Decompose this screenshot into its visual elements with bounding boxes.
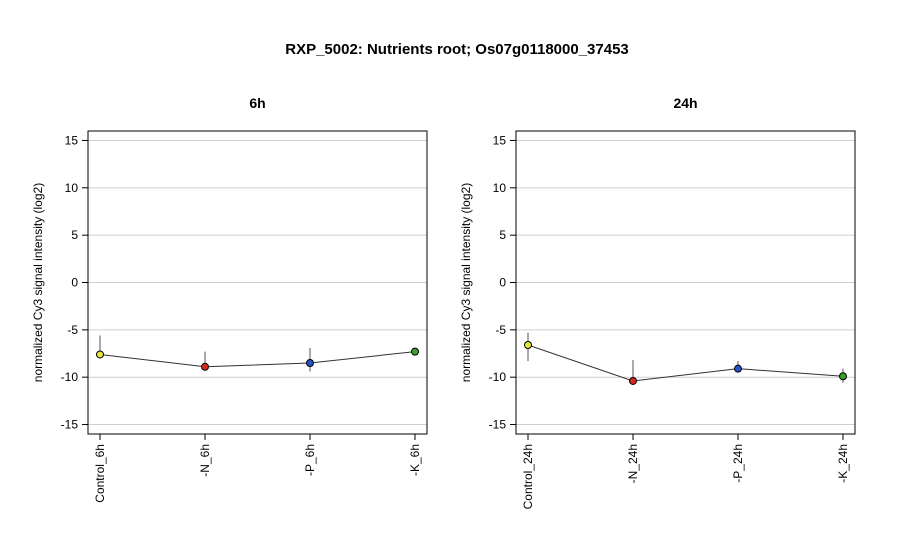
y-tick-label: 15 [65,133,79,147]
x-tick-label: -N_24h [626,444,640,483]
data-point [839,372,847,381]
y-tick-label: -10 [61,370,79,384]
series-line [99,351,416,368]
y-tick-label: 0 [499,276,506,290]
x-tick-label: -P_24h [731,444,745,483]
data-point [524,340,532,349]
y-tick-label: 10 [493,181,507,195]
y-tick-label: 5 [71,228,78,242]
y-tick-label: 5 [499,228,506,242]
x-tick-label: -K_6h [408,444,422,476]
x-tick-label: Control_6h [93,444,107,503]
data-point [201,362,209,371]
panel-title: 24h [673,95,697,111]
y-axis-label: normalized Cy3 signal intensity (log2) [31,183,45,382]
data-point [411,347,419,356]
y-tick-label: -10 [489,370,507,384]
y-tick-label: -5 [67,323,78,337]
figure-title: RXP_5002: Nutrients root; Os07g0118000_3… [285,41,629,58]
y-tick-label: 15 [493,133,507,147]
data-point [96,350,104,359]
series-line [527,344,844,382]
x-tick-label: Control_24h [521,444,535,509]
x-tick-label: -P_6h [303,444,317,476]
data-point [306,358,314,367]
chart-panel-24h: 24h -15 -10 -5 0 5 10 15 normalized Cy3 signal i… [459,95,856,509]
y-axis-label: normalized Cy3 signal intensity (log2) [459,183,473,382]
x-tick-label: -K_24h [836,444,850,483]
y-tick-label: 0 [71,276,78,290]
y-tick-label: -5 [495,323,506,337]
chart-panel-6h: 6h -15 -10 -5 0 5 10 15 normalized Cy3 signal in… [31,95,428,503]
data-point [734,364,742,373]
x-tick-label: -N_6h [198,444,212,477]
y-tick-label: -15 [61,418,79,432]
y-tick-label: -15 [489,418,507,432]
y-tick-label: 10 [65,181,79,195]
data-point [629,376,637,385]
panel-title: 6h [249,95,265,111]
